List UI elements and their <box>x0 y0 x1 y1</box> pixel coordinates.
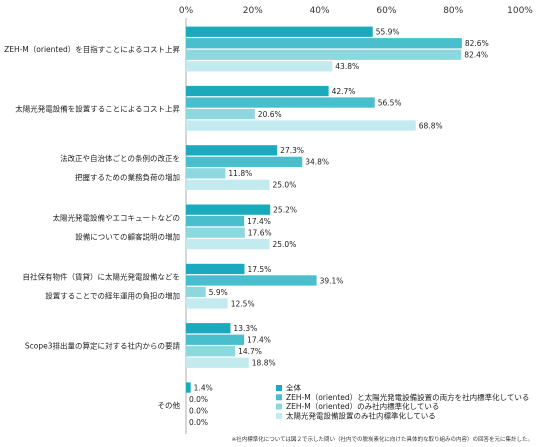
data-label: 42.7% <box>332 87 356 96</box>
bar <box>186 85 329 97</box>
bar <box>186 61 333 72</box>
category-label: 太陽光発電設備を設置することによるコスト上昇 <box>15 103 180 113</box>
data-label: 27.3% <box>280 146 304 155</box>
bar <box>186 239 270 250</box>
category-label: 設置することでの経年運用の負担の増加 <box>45 291 180 301</box>
category-label: 設備についての顧客説明の増加 <box>75 231 180 241</box>
bar <box>186 38 462 49</box>
data-label: 55.9% <box>376 28 400 37</box>
data-label: 11.8% <box>228 169 252 178</box>
legend-swatch <box>276 385 282 391</box>
legend: 全体ZEH-M（oriented）と太陽光発電設備設置の両方を社内標準化している… <box>276 383 529 421</box>
bar <box>186 179 270 190</box>
data-label: 0.0% <box>189 406 208 415</box>
data-label: 17.5% <box>247 265 271 274</box>
bar <box>186 263 245 275</box>
legend-label: ZEH-M（oriented）のみ社内標準化している <box>286 401 439 411</box>
category-label: 自社保有物件（賃貸）に太陽光発電設備などを <box>23 272 181 282</box>
data-label: 17.4% <box>247 336 271 345</box>
bar <box>186 382 191 393</box>
bar <box>186 298 228 309</box>
bar <box>186 97 375 108</box>
data-label: 17.4% <box>247 217 271 226</box>
data-label: 25.2% <box>273 205 297 214</box>
x-tick-label: 60% <box>376 6 396 16</box>
bar <box>186 346 236 357</box>
data-label: 13.3% <box>233 324 257 333</box>
legend-label: ZEH-M（oriented）と太陽光発電設備設置の両方を社内標準化している <box>286 392 529 402</box>
x-tick-label: 0% <box>179 6 194 16</box>
data-label: 14.7% <box>238 347 262 356</box>
category-labels: ZEH-M（oriented）を目指すことによるコスト上昇太陽光発電設備を設置す… <box>4 44 180 410</box>
data-label: 17.6% <box>248 228 272 237</box>
data-label: 0.0% <box>189 418 208 427</box>
data-label: 18.8% <box>252 359 276 368</box>
bars <box>186 26 462 393</box>
bar <box>186 168 226 179</box>
category-label: その他 <box>158 400 181 410</box>
data-label: 39.1% <box>320 276 344 285</box>
bar <box>186 357 249 368</box>
bar <box>186 323 231 334</box>
x-axis-ticks: 0% 20% 40% 60% 80% 100% <box>179 6 533 16</box>
x-tick-label: 100% <box>507 6 533 16</box>
footnote: ※社内標準化については図２で示した問い（社内での脱炭素化に向けた具体的な取り組み… <box>232 435 533 443</box>
data-label: 82.6% <box>465 39 489 48</box>
data-label: 34.8% <box>305 158 329 167</box>
x-tick-label: 80% <box>443 6 463 16</box>
bar <box>186 286 206 298</box>
bar <box>186 145 278 156</box>
bar <box>186 204 271 215</box>
bar <box>186 49 462 60</box>
legend-swatch <box>276 394 282 401</box>
legend-label: 全体 <box>286 383 301 393</box>
bar <box>186 120 416 131</box>
bar <box>186 275 317 286</box>
legend-swatch <box>276 412 282 419</box>
legend-swatch <box>276 403 282 410</box>
data-label: 1.4% <box>194 383 213 392</box>
bar <box>186 227 245 238</box>
data-label: 25.0% <box>273 240 297 249</box>
data-label: 68.8% <box>419 121 443 130</box>
category-label: Scope3排出量の算定に対する社内からの要請 <box>25 341 181 351</box>
category-label: ZEH-M（oriented）を目指すことによるコスト上昇 <box>4 44 180 54</box>
category-label: 法改正や自治体ごとの条例の改正を <box>60 153 180 163</box>
legend-label: 太陽光発電設備設置のみ社内標準化している <box>286 411 436 421</box>
category-label: 把握するための業務負荷の増加 <box>75 172 180 182</box>
data-label: 25.0% <box>273 181 297 190</box>
bar <box>186 216 245 227</box>
x-tick-label: 20% <box>243 6 263 16</box>
bar <box>186 334 245 345</box>
data-label: 82.4% <box>464 51 488 60</box>
data-label: 12.5% <box>231 299 255 308</box>
data-label: 20.6% <box>258 110 282 119</box>
bar <box>186 108 255 120</box>
value-labels: 55.9% 82.6% 82.4% 43.8% 42.7% 56.5% 20.6% 68.8%… <box>189 28 489 427</box>
data-label: 5.9% <box>209 288 228 297</box>
bar <box>186 26 373 37</box>
category-label: 太陽光発電設備やエコキュートなどの <box>53 212 181 222</box>
x-tick-label: 40% <box>310 6 330 16</box>
data-label: 56.5% <box>378 98 402 107</box>
data-label: 43.8% <box>335 62 359 71</box>
bar <box>186 156 303 167</box>
data-label: 0.0% <box>189 395 208 404</box>
